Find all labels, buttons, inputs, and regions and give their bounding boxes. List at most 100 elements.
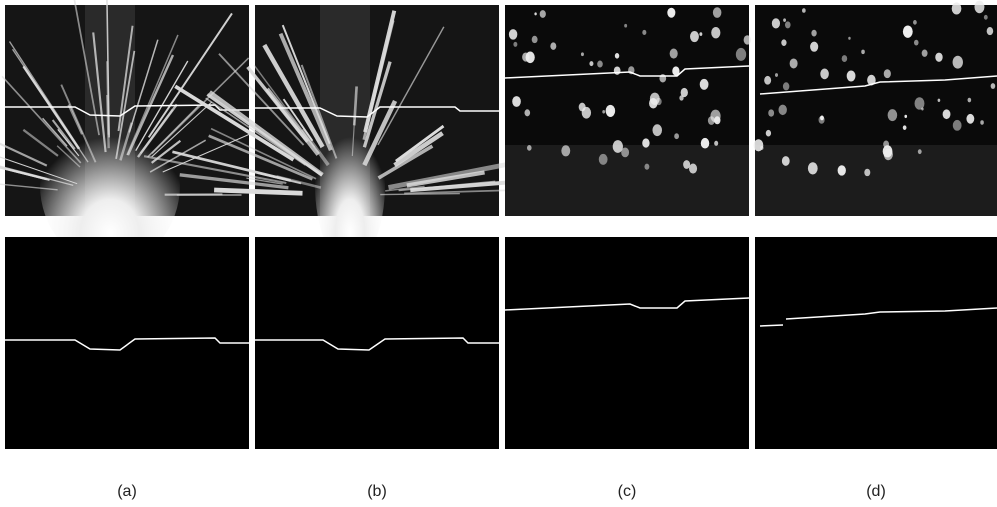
mask-background [255, 237, 499, 449]
photo [505, 5, 751, 216]
spatter-droplet [614, 66, 621, 74]
panel-label: (a) [117, 483, 137, 500]
spatter-droplet [808, 162, 818, 174]
spatter-droplet [524, 109, 530, 116]
spatter-droplet [904, 115, 907, 118]
spatter-droplet [602, 110, 605, 114]
panel-label: (d) [866, 483, 886, 500]
photo [754, 1, 997, 216]
spatter-droplet [512, 96, 521, 107]
spatter-droplet [820, 115, 824, 120]
spatter-droplet [980, 120, 984, 124]
spatter-droplet [613, 140, 623, 153]
spatter-droplet [597, 61, 603, 68]
spatter-droplet [764, 76, 771, 85]
spatter-droplet [768, 109, 774, 116]
spatter-droplet [984, 15, 988, 20]
spatter-droplet [966, 114, 974, 124]
spatter-droplet [922, 50, 928, 57]
spatter-droplet [589, 61, 593, 66]
figure: (a) (b) (c) (d) [0, 0, 997, 507]
spatter-droplet [915, 97, 925, 109]
spatter-droplet [848, 37, 850, 40]
spatter-droplet [713, 7, 722, 18]
spatter-droplet [847, 70, 856, 81]
spatter-droplet [667, 8, 675, 18]
spatter-droplet [820, 69, 829, 80]
spatter-droplet [652, 124, 662, 136]
spatter-droplet [744, 35, 752, 44]
spatter-droplet [674, 133, 679, 139]
spatter-droplet [913, 20, 917, 25]
spatter-droplet [861, 50, 865, 54]
photo [0, 0, 288, 265]
blur-floor [755, 145, 997, 216]
spatter-droplet [624, 24, 627, 28]
spatter-droplet [670, 48, 678, 58]
spatter-droplet [711, 27, 720, 38]
spatter-droplet [509, 29, 517, 40]
spatter-droplet [918, 149, 922, 154]
spatter-droplet [781, 39, 786, 46]
spatter-droplet [782, 156, 790, 166]
spatter-droplet [690, 31, 699, 42]
mask-background [505, 237, 749, 449]
mask [5, 237, 249, 449]
spatter-droplet [681, 88, 688, 97]
mask [505, 237, 749, 449]
spatter-droplet [968, 98, 972, 103]
extracted-seam [760, 325, 783, 326]
mask-background [755, 237, 997, 449]
spatter-droplet [864, 169, 870, 176]
spatter-droplet [938, 99, 941, 102]
spatter-droplet [699, 32, 702, 36]
spatter-droplet [779, 105, 787, 115]
spatter-droplet [903, 125, 907, 130]
spatter-droplet [599, 154, 608, 165]
spatter-droplet [540, 10, 546, 18]
spatter-droplet [943, 109, 951, 119]
spatter-droplet [810, 42, 818, 52]
spatter-droplet [838, 165, 846, 175]
spark-streak [214, 190, 302, 193]
spatter-droplet [790, 58, 798, 68]
mask [755, 237, 997, 449]
spatter-droplet [754, 139, 764, 151]
spatter-droplet [710, 110, 720, 123]
spatter-droplet [802, 8, 806, 13]
spatter-droplet [772, 18, 780, 28]
mask [255, 237, 499, 449]
spatter-droplet [606, 105, 616, 117]
spatter-droplet [935, 53, 942, 62]
spatter-droplet [656, 98, 662, 105]
spatter-droplet [953, 56, 963, 69]
spatter-droplet [952, 2, 962, 14]
spatter-droplet [903, 26, 913, 38]
spatter-droplet [884, 69, 891, 78]
spatter-droplet [974, 1, 984, 14]
spatter-droplet [785, 21, 791, 28]
spatter-droplet [550, 42, 556, 49]
spatter-droplet [561, 145, 570, 156]
spatter-droplet [811, 30, 816, 37]
spatter-droplet [783, 82, 789, 90]
spatter-droplet [775, 73, 778, 77]
spatter-droplet [513, 42, 517, 47]
spatter-droplet [642, 30, 646, 35]
spatter-droplet [581, 52, 584, 56]
spatter-droplet [953, 120, 962, 131]
spatter-droplet [766, 130, 771, 137]
spatter-droplet [532, 36, 538, 43]
spatter-droplet [987, 27, 994, 35]
spatter-droplet [527, 145, 532, 151]
spatter-droplet [534, 12, 536, 15]
spatter-droplet [642, 138, 649, 147]
spatter-droplet [783, 18, 786, 22]
spatter-droplet [888, 109, 898, 121]
figure-canvas: (a) (b) (c) (d) [0, 0, 997, 507]
spatter-droplet [522, 52, 529, 61]
spatter-droplet [644, 164, 649, 170]
spatter-droplet [582, 107, 591, 119]
spatter-droplet [736, 48, 746, 61]
spatter-droplet [700, 79, 709, 90]
